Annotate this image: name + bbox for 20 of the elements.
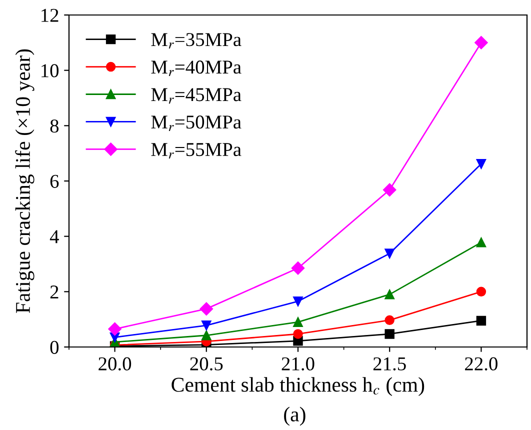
x-tick-label: 21.5 <box>373 357 406 370</box>
y-tick-label: 4 <box>50 230 59 244</box>
text: (a) <box>284 406 306 426</box>
legend-label: M$_{r}$=35MPa <box>151 33 242 49</box>
y-tick-label: 6 <box>50 174 59 188</box>
x-axis-title: Cement slab thickness h$_{c}$ (cm) <box>172 377 424 396</box>
legend-label: M$_{r}$=40MPa <box>151 60 242 76</box>
y-tick-label: 0 <box>50 340 59 354</box>
x-tick-label: 22.0 <box>465 357 498 370</box>
y-tick-label: 8 <box>50 119 59 133</box>
y-tick-label: 2 <box>50 286 58 298</box>
legend-label: M$_{r}$=55MPa <box>151 143 242 158</box>
y-tick-label: 12 <box>42 8 58 22</box>
x-tick-label: 20.5 <box>190 357 223 370</box>
x-tick-label: 20.0 <box>98 357 132 370</box>
legend-label: M$_{r}$=45MPa <box>151 88 242 104</box>
y-axis-title: Fatigue cracking life (×10 year) <box>15 49 34 313</box>
legend-label: M$_{r}$=50MPa <box>151 116 242 132</box>
x-tick-label: 21.0 <box>282 357 314 370</box>
y-tick-label: 10 <box>42 64 59 78</box>
